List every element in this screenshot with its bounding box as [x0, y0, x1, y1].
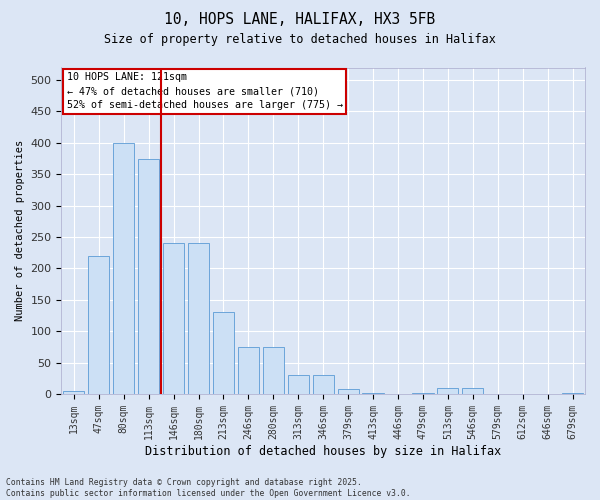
Bar: [213, 312, 234, 394]
Text: Contains HM Land Registry data © Crown copyright and database right 2025.
Contai: Contains HM Land Registry data © Crown c…: [6, 478, 410, 498]
Bar: [437, 388, 458, 394]
Bar: [238, 347, 259, 394]
Y-axis label: Number of detached properties: Number of detached properties: [15, 140, 25, 322]
Bar: [562, 392, 583, 394]
Bar: [88, 256, 109, 394]
Text: 10 HOPS LANE: 121sqm
← 47% of detached houses are smaller (710)
52% of semi-deta: 10 HOPS LANE: 121sqm ← 47% of detached h…: [67, 72, 343, 110]
Bar: [338, 389, 359, 394]
Bar: [138, 158, 159, 394]
Bar: [412, 392, 434, 394]
Text: Size of property relative to detached houses in Halifax: Size of property relative to detached ho…: [104, 32, 496, 46]
X-axis label: Distribution of detached houses by size in Halifax: Distribution of detached houses by size …: [145, 444, 502, 458]
Bar: [263, 347, 284, 394]
Bar: [362, 392, 383, 394]
Bar: [113, 143, 134, 394]
Bar: [63, 391, 85, 394]
Bar: [462, 388, 484, 394]
Text: 10, HOPS LANE, HALIFAX, HX3 5FB: 10, HOPS LANE, HALIFAX, HX3 5FB: [164, 12, 436, 28]
Bar: [188, 244, 209, 394]
Bar: [163, 244, 184, 394]
Bar: [287, 375, 309, 394]
Bar: [313, 375, 334, 394]
